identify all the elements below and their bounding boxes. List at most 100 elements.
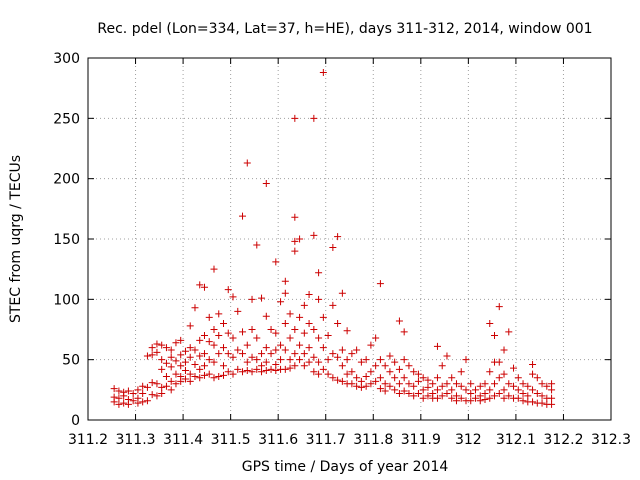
data-point [281,277,289,285]
data-point [181,375,189,383]
data-point [215,310,223,318]
data-point [177,351,185,359]
data-point [443,352,451,360]
data-point [148,351,156,359]
x-tick-label: 312.1 [496,432,536,448]
data-point [181,347,189,355]
data-point [514,386,522,394]
data-point [220,362,228,370]
data-point [110,385,118,393]
data-point [186,370,194,378]
data-point [234,365,242,373]
data-point [272,346,280,354]
data-point [134,386,142,394]
data-point [524,382,532,390]
data-point [324,370,332,378]
y-tick-label: 0 [71,413,80,429]
data-point [329,374,337,382]
data-point [115,394,123,402]
data-point [424,392,432,400]
data-point [391,374,399,382]
data-point [300,301,308,309]
data-point [153,348,161,356]
data-point [357,377,365,385]
data-point [438,382,446,390]
x-tick-label: 311.6 [258,432,298,448]
data-point [405,380,413,388]
data-point [272,329,280,337]
data-point [391,358,399,366]
data-point [181,367,189,375]
data-point [291,237,299,245]
data-point [286,364,294,372]
data-point [243,159,251,167]
data-point [367,341,375,349]
data-point [229,334,237,342]
data-point [258,350,266,358]
data-point [253,356,261,364]
data-point [452,380,460,388]
data-point [548,386,556,394]
data-point [253,241,261,249]
data-point [177,377,185,385]
data-point [281,289,289,297]
y-tick-label: 200 [53,172,80,188]
data-point [395,380,403,388]
data-point [338,346,346,354]
data-point [129,389,137,397]
data-point [538,399,546,407]
data-point [334,233,342,241]
data-point [272,360,280,368]
data-point [248,368,256,376]
data-point [467,389,475,397]
chart-title: Rec. pdel (Lon=334, Lat=37, h=HE), days … [97,21,592,37]
data-point [253,365,261,373]
data-point [158,389,166,397]
data-point [315,269,323,277]
data-point [291,213,299,221]
data-point [224,286,232,294]
data-point [467,380,475,388]
data-point [196,336,204,344]
data-point [196,281,204,289]
data-point [186,344,194,352]
data-point [310,326,318,333]
data-point [305,291,313,299]
data-point [362,356,370,364]
data-point [181,358,189,366]
data-point [329,243,337,251]
data-point [167,363,175,371]
data-point [196,352,204,360]
data-point [239,368,247,376]
data-point [448,374,456,382]
data-point [215,332,223,340]
data-point [510,364,518,372]
data-point [300,362,308,370]
data-point [153,392,161,400]
data-point [315,370,323,378]
data-point [243,358,251,366]
data-point [177,336,185,344]
data-point [372,377,380,385]
data-point [367,368,375,376]
data-point [495,374,503,382]
data-point [124,387,132,395]
data-point [200,362,208,370]
data-point [310,231,318,239]
data-point [319,313,327,321]
data-point [491,332,499,340]
data-point [300,350,308,358]
data-point [224,350,232,358]
data-point [338,362,346,370]
data-point [362,382,370,390]
data-point [286,334,294,342]
data-point [186,353,194,361]
data-point [167,346,175,354]
data-point [162,373,170,381]
data-point [162,359,170,367]
data-point [400,356,408,364]
data-point [514,394,522,402]
data-point [162,382,170,390]
data-point [424,376,432,384]
data-point [495,389,503,397]
